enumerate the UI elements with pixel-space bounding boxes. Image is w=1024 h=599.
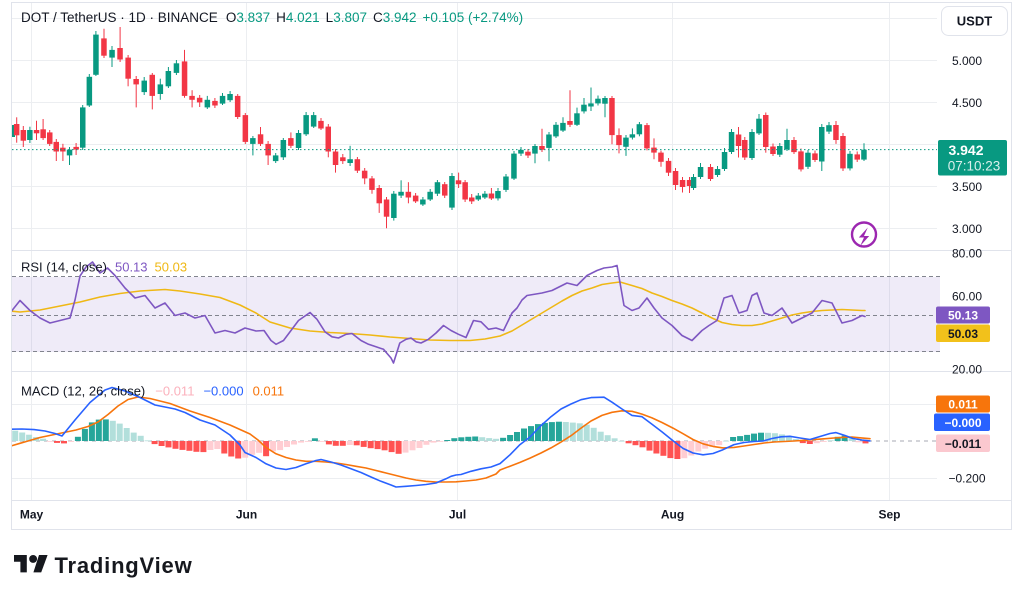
svg-text:USDT: USDT — [957, 14, 992, 29]
svg-text:20.00: 20.00 — [952, 362, 982, 376]
svg-text:50.13: 50.13 — [948, 309, 978, 323]
svg-text:07:10:23: 07:10:23 — [948, 159, 1001, 174]
svg-text:80.00: 80.00 — [952, 246, 982, 260]
svg-text:TradingView: TradingView — [55, 553, 193, 578]
svg-text:Jun: Jun — [236, 508, 257, 522]
svg-text:Sep: Sep — [878, 508, 900, 522]
svg-text:−0.200: −0.200 — [948, 472, 985, 486]
svg-text:−0.011: −0.011 — [945, 437, 982, 451]
svg-text:3.942: 3.942 — [948, 142, 983, 158]
svg-text:50.03: 50.03 — [948, 327, 978, 341]
svg-text:3.500: 3.500 — [952, 180, 982, 194]
svg-text:Jul: Jul — [449, 508, 466, 522]
svg-text:Aug: Aug — [661, 508, 684, 522]
svg-text:−0.000: −0.000 — [944, 416, 981, 430]
svg-text:60.00: 60.00 — [952, 289, 982, 303]
svg-text:5.000: 5.000 — [952, 54, 982, 68]
svg-text:0.011: 0.011 — [948, 398, 978, 412]
svg-text:4.500: 4.500 — [952, 96, 982, 110]
svg-text:3.000: 3.000 — [952, 222, 982, 236]
svg-text:May: May — [20, 508, 44, 522]
